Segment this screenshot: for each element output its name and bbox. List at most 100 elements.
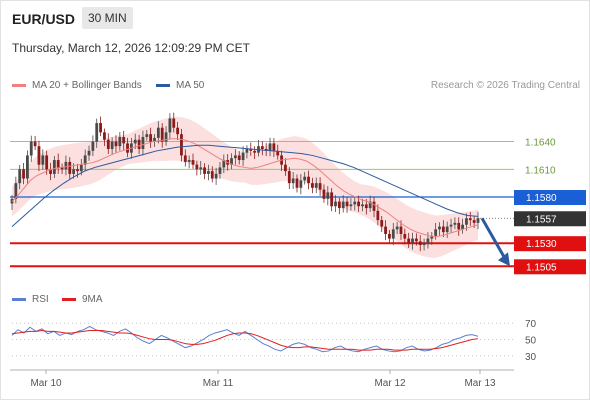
candle-17 <box>76 169 79 172</box>
candle-96 <box>380 220 384 227</box>
ma50-label: MA 50 <box>176 80 205 91</box>
candle-43 <box>176 127 180 135</box>
candle-79 <box>314 183 318 188</box>
candle-21 <box>91 141 95 151</box>
candle-73 <box>291 178 295 184</box>
candle-77 <box>307 176 310 184</box>
candle-112 <box>441 226 445 233</box>
candle-62 <box>249 148 253 151</box>
candle-114 <box>449 224 453 227</box>
candle-81 <box>322 189 326 199</box>
candle-41 <box>168 118 172 133</box>
x-tick-label-1: Mar 11 <box>203 378 234 389</box>
candle-86 <box>341 201 345 209</box>
candle-52 <box>210 171 214 179</box>
candle-37 <box>153 137 156 142</box>
level-tag-4 <box>514 259 586 275</box>
ma50-swatch <box>156 83 170 87</box>
candle-49 <box>199 167 203 170</box>
candle-32 <box>133 139 137 144</box>
candle-100 <box>395 226 399 230</box>
candle-119 <box>468 218 472 221</box>
candle-75 <box>299 180 303 188</box>
candle-102 <box>403 233 407 239</box>
candle-98 <box>388 233 391 239</box>
candle-34 <box>141 136 145 149</box>
candle-91 <box>361 204 364 207</box>
ma20-swatch <box>12 83 26 87</box>
candle-45 <box>183 155 187 162</box>
candle-11 <box>52 160 56 174</box>
level-label-2: 1.1580 <box>526 193 557 204</box>
candle-76 <box>303 176 307 181</box>
candle-5 <box>29 141 33 156</box>
candle-1 <box>14 183 18 199</box>
candle-12 <box>56 160 60 168</box>
candle-27 <box>114 141 118 147</box>
candle-54 <box>218 167 222 174</box>
rsi-line <box>11 325 479 353</box>
candle-46 <box>187 160 191 162</box>
candle-29 <box>122 136 126 144</box>
timeframe-badge[interactable]: 30 MIN <box>82 7 133 29</box>
candle-47 <box>191 160 195 165</box>
candle-33 <box>137 139 141 149</box>
rsi-label: RSI <box>32 294 49 305</box>
rsi-tick-0: 30 <box>525 352 537 363</box>
candle-111 <box>438 226 441 230</box>
candle-80 <box>318 183 322 190</box>
candle-16 <box>72 169 76 174</box>
candle-113 <box>445 226 449 233</box>
rsi-tick-2: 70 <box>525 319 537 330</box>
legend-rsi-ma: 9MA <box>62 294 103 305</box>
candle-89 <box>353 201 357 205</box>
last-price-label: 1.1557 <box>526 214 557 225</box>
legend-ma20: MA 20 + Bollinger Bands <box>12 80 142 91</box>
rsi-ma-swatch <box>62 297 76 301</box>
candle-95 <box>376 210 380 221</box>
candle-14 <box>64 161 68 170</box>
candle-36 <box>149 134 153 142</box>
candle-63 <box>253 150 257 153</box>
x-tick-label-2: Mar 12 <box>374 378 406 389</box>
candle-82 <box>326 192 330 199</box>
candle-60 <box>241 152 245 161</box>
candle-105 <box>414 238 418 242</box>
candle-68 <box>272 143 276 151</box>
candle-97 <box>384 226 387 234</box>
candle-6 <box>33 141 37 147</box>
candle-30 <box>126 143 129 153</box>
candle-74 <box>295 178 299 188</box>
candle-104 <box>411 238 414 244</box>
candle-116 <box>457 222 461 230</box>
candle-4 <box>26 155 29 179</box>
candle-72 <box>287 171 291 184</box>
rsi-ma-line <box>11 330 479 351</box>
symbol-title: EUR/USD <box>12 11 76 27</box>
candle-120 <box>472 220 476 223</box>
candle-2 <box>18 169 22 184</box>
candle-85 <box>337 201 341 209</box>
x-tick-label-3: Mar 13 <box>464 378 496 389</box>
candle-39 <box>160 127 164 142</box>
candle-88 <box>349 204 353 207</box>
candle-57 <box>230 158 233 165</box>
level-tag-2 <box>514 190 586 206</box>
candle-101 <box>399 226 403 234</box>
candle-90 <box>357 201 361 207</box>
candle-28 <box>118 136 122 147</box>
candle-18 <box>79 164 83 172</box>
candle-22 <box>95 123 99 142</box>
candle-9 <box>45 155 49 170</box>
ma20-line <box>11 138 479 238</box>
candle-83 <box>330 192 334 207</box>
datetime-label: Thursday, March 12, 2026 12:09:29 PM CET <box>12 41 250 55</box>
forecast-arrow-head <box>498 252 510 267</box>
candle-110 <box>434 229 438 236</box>
candle-55 <box>222 160 226 168</box>
candle-107 <box>422 243 426 246</box>
candle-117 <box>461 224 464 230</box>
candle-103 <box>407 238 411 244</box>
candle-42 <box>172 118 176 128</box>
